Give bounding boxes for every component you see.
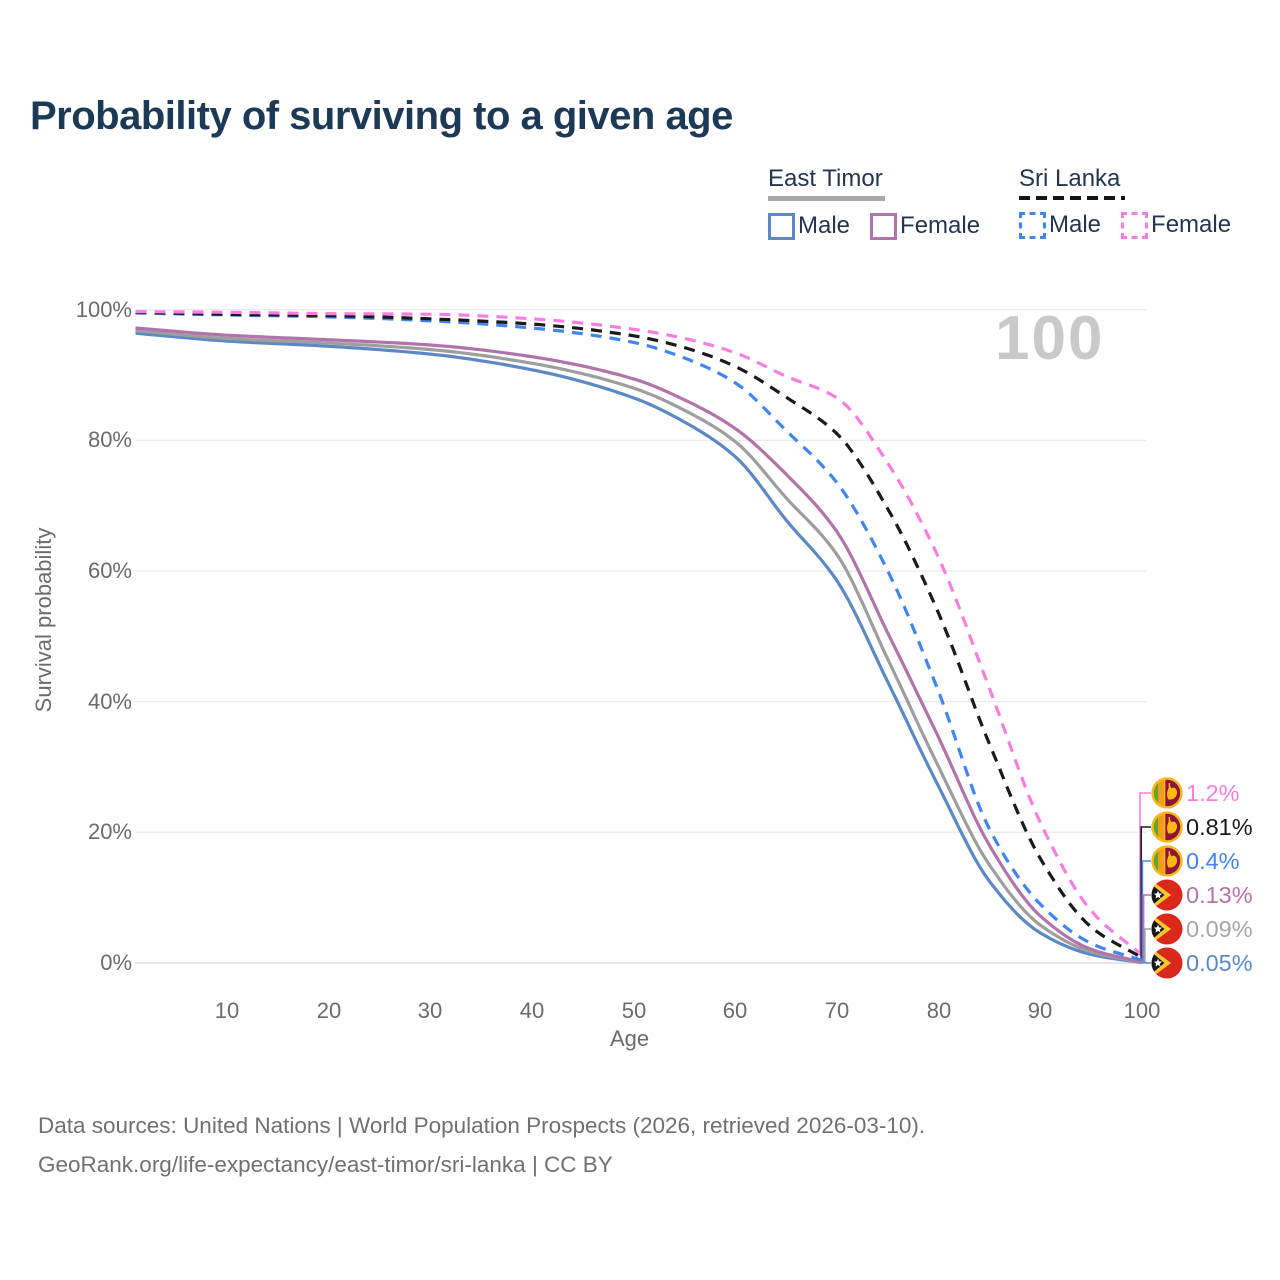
- sri-lanka-flag-icon: [1151, 845, 1183, 877]
- x-tick-label-70: 70: [824, 998, 850, 1023]
- legend-label-east-timor-male[interactable]: Male: [798, 212, 851, 239]
- x-tick-label-40: 40: [519, 998, 545, 1023]
- east-timor-flag-icon: [1151, 947, 1183, 979]
- end-label-sl-male: 0.4%: [1186, 848, 1240, 874]
- sri-lanka-flag-icon: [1151, 777, 1183, 809]
- end-label-et-female: 0.13%: [1186, 882, 1253, 908]
- x-tick-label-50: 50: [621, 998, 647, 1023]
- sri-lanka-line-swatch: [1019, 196, 1125, 200]
- legend-label-sri-lanka-female[interactable]: Female: [1151, 211, 1232, 238]
- watermark-100: 100: [995, 304, 1105, 373]
- legend-group-sri-lanka: Sri Lanka Male Female: [1019, 165, 1251, 239]
- sri-lanka-flag-icon: [1151, 811, 1183, 843]
- curve-et-both: [135, 329, 1143, 964]
- legend-label-sri-lanka-male[interactable]: Male: [1049, 211, 1102, 238]
- legend-swatch-sri-lanka-female[interactable]: [1121, 211, 1149, 239]
- legend-swatch-east-timor-male[interactable]: [768, 212, 795, 240]
- legend-heading-east-timor: East Timor: [768, 165, 883, 192]
- end-label-sl-female: 1.2%: [1186, 780, 1240, 806]
- y-tick-label-0: 0%: [100, 950, 132, 975]
- leader-sl-male: [1141, 860, 1151, 962]
- east-timor-flag-icon: [1151, 879, 1183, 911]
- end-label-sl-both: 0.81%: [1186, 814, 1253, 840]
- x-tick-label-20: 20: [316, 998, 342, 1023]
- end-label-et-both: 0.09%: [1186, 916, 1253, 942]
- x-tick-label-10: 10: [214, 998, 240, 1023]
- legend-group-east-timor: East Timor Male Female: [768, 165, 1000, 240]
- curve-sl-male: [135, 311, 1143, 962]
- page-title: Probability of surviving to a given age: [30, 94, 733, 138]
- legend-heading-sri-lanka: Sri Lanka: [1019, 165, 1121, 192]
- x-tick-label-100: 100: [1123, 998, 1161, 1023]
- source-line-1: Data sources: United Nations | World Pop…: [38, 1113, 926, 1138]
- east-timor-flag-icon: [1151, 913, 1183, 945]
- x-tick-label-60: 60: [722, 998, 748, 1023]
- curve-et-male: [135, 331, 1143, 965]
- source-line-2: GeoRank.org/life-expectancy/east-timor/s…: [38, 1152, 613, 1177]
- y-tick-label-20: 20%: [87, 819, 132, 844]
- legend-swatch-east-timor-female[interactable]: [870, 212, 898, 240]
- x-tick-label-90: 90: [1027, 998, 1053, 1023]
- y-tick-label-40: 40%: [87, 689, 132, 714]
- end-label-et-male: 0.05%: [1186, 950, 1253, 976]
- curve-et-female: [135, 326, 1143, 964]
- curve-sl-both: [135, 310, 1143, 960]
- y-tick-label-60: 60%: [87, 558, 132, 583]
- east-timor-line-swatch: [768, 196, 885, 201]
- y-tick-label-100: 100%: [75, 297, 132, 322]
- y-tick-label-80: 80%: [87, 427, 132, 452]
- x-tick-label-30: 30: [417, 998, 443, 1023]
- legend-swatch-sri-lanka-male[interactable]: [1019, 211, 1046, 239]
- x-axis-title: Age: [610, 1026, 650, 1051]
- legend-label-east-timor-female[interactable]: Female: [900, 212, 981, 239]
- x-tick-label-80: 80: [926, 998, 952, 1023]
- curve-sl-female: [135, 310, 1144, 957]
- data-source: Data sources: United Nations | World Pop…: [38, 1106, 925, 1184]
